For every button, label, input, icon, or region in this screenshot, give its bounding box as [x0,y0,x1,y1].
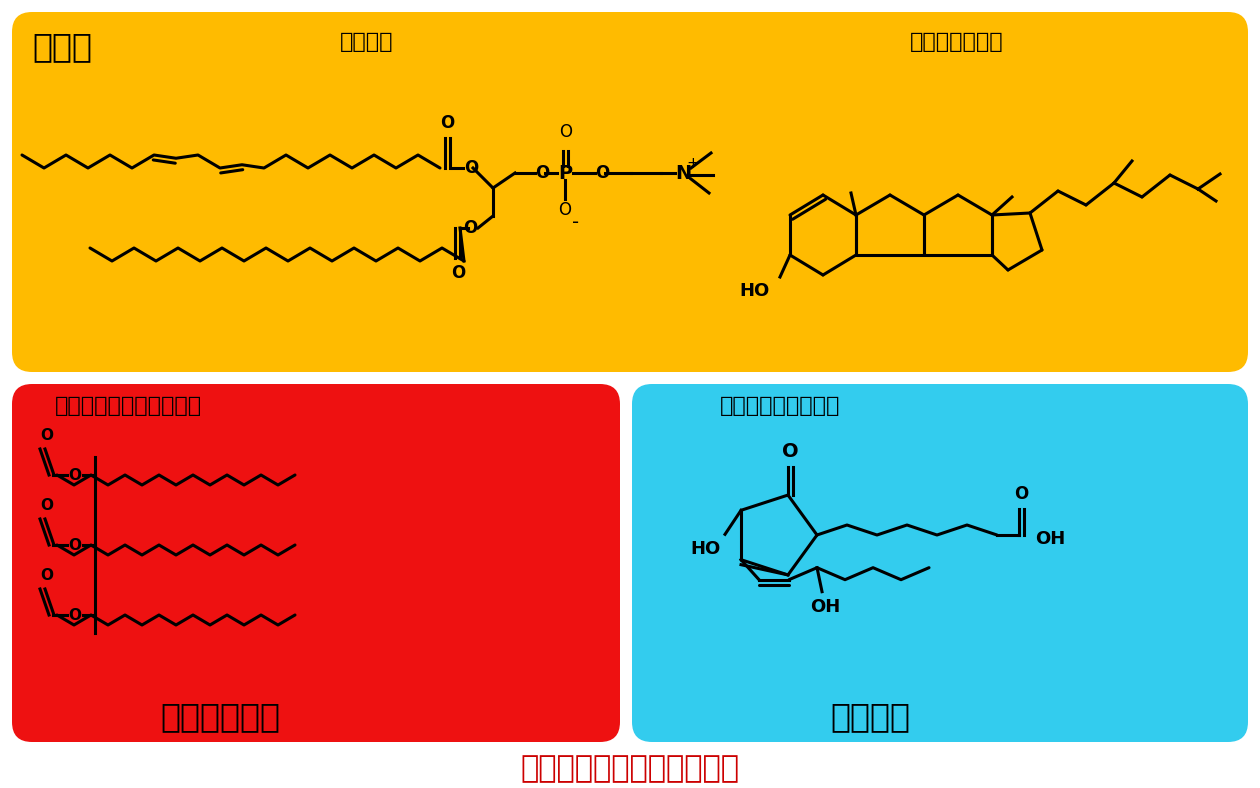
Text: O: O [464,159,479,177]
Text: プロスタグランジン: プロスタグランジン [719,396,840,416]
Text: O: O [536,164,549,182]
Text: 構造と機能が密接にリンク: 構造と機能が密接にリンク [520,754,740,783]
Text: OH: OH [810,597,840,615]
Text: 細胞膜: 細胞膜 [32,30,92,63]
Text: コレステロール: コレステロール [910,32,1004,52]
Text: N: N [675,163,692,183]
Text: O: O [781,442,799,461]
Text: O: O [68,537,82,552]
Text: O: O [558,201,572,219]
Text: OH: OH [1034,530,1065,548]
Text: O: O [68,608,82,623]
Text: O: O [40,498,53,513]
FancyBboxPatch shape [13,384,620,742]
Text: トリアシルグリセロール: トリアシルグリセロール [55,396,202,416]
Text: -: - [572,213,580,232]
Text: +: + [687,155,699,170]
Text: リン脂質: リン脂質 [340,32,393,52]
FancyBboxPatch shape [13,12,1247,372]
Text: O: O [40,428,53,443]
Text: O: O [68,467,82,482]
Text: HO: HO [740,282,770,300]
Text: O: O [1014,485,1028,503]
Text: エネルギー源: エネルギー源 [160,700,280,733]
FancyBboxPatch shape [633,384,1247,742]
Text: 情報伝達: 情報伝達 [830,700,910,733]
Text: P: P [558,163,572,183]
Text: O: O [451,264,465,282]
Text: O: O [559,123,572,141]
Text: O: O [440,114,454,132]
Text: O: O [40,568,53,583]
Text: HO: HO [690,541,721,559]
Text: O: O [462,219,478,237]
Text: O: O [595,164,610,182]
